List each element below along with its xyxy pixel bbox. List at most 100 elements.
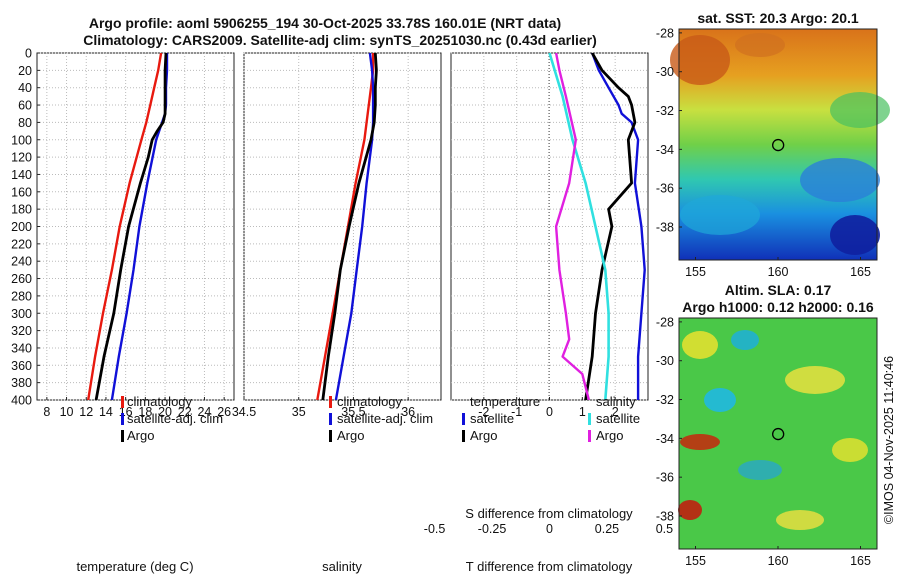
series-line-climatology	[87, 53, 163, 400]
salinity-lines	[316, 53, 378, 400]
temperature-tick-labels: 8 10 12 14 16 18 20 22 24 26	[43, 397, 231, 419]
legend-swatch-argo	[329, 430, 332, 442]
x-tick-label: 22	[178, 405, 192, 419]
legend-swatch-argo	[121, 430, 124, 442]
difference-lines	[548, 53, 646, 400]
x-tick-label: 12	[79, 405, 93, 419]
argo-location-marker	[772, 138, 785, 152]
map-x-tick-label: 165	[850, 554, 871, 568]
s-difference-tick-labels: -0.5 -0.25 0 0.25 0.5	[424, 522, 673, 536]
x-tick-label: 26	[217, 405, 231, 419]
difference-panel: -2 -1 0 1 2 -0.5 -0.25 0 0.25 0.5 T difference f…	[424, 52, 673, 574]
y-tick-label: 280	[11, 289, 32, 303]
legend-label-argo: Argo	[127, 428, 154, 443]
x-tick-label: 24	[197, 405, 211, 419]
x-tick-label: 8	[43, 405, 50, 419]
series-line-s-satellite	[548, 53, 610, 400]
sst-map: sat. SST: 20.3 Argo: 20.1 155 160 165 -28 -3…	[656, 10, 890, 279]
y-tick-label: 200	[11, 220, 32, 234]
map-y-tick-label: -28	[656, 26, 674, 40]
salinity-xlabel: salinity	[322, 559, 362, 574]
s-tick-label: -0.25	[478, 522, 507, 536]
y-tick-label: 0	[25, 47, 32, 61]
sla-features	[678, 330, 868, 530]
map-x-tick-label: 160	[768, 554, 789, 568]
x-tick-label: 10	[60, 405, 74, 419]
map-y-tick-label: -34	[656, 432, 674, 446]
argo-location-marker	[772, 427, 785, 441]
s-tick-label: 0.5	[656, 522, 673, 536]
map-x-tick-label: 160	[768, 265, 789, 279]
salinity-axes	[243, 52, 442, 401]
series-line-satellite-adj-clim	[334, 53, 375, 400]
map-y-tick-label: -32	[656, 104, 674, 118]
legend-swatch-climatology	[329, 396, 332, 408]
imos-footer: ©IMOS 04-Nov-2025 11:40:46	[882, 356, 896, 524]
s-difference-xlabel: S difference from climatology	[465, 506, 633, 521]
difference-legend: temperature satellite Argo salinity sate…	[462, 394, 640, 443]
legend-swatch-t-satellite	[462, 413, 465, 425]
legend-label-t-satellite: satellite	[470, 411, 514, 426]
series-line-t-satellite	[591, 53, 646, 400]
legend-swatch-s-argo	[588, 430, 591, 442]
map-x-tick-label: 155	[685, 554, 706, 568]
x-tick-label: 20	[158, 405, 172, 419]
y-tick-label: 400	[11, 394, 32, 408]
x-tick-label: 34.5	[232, 405, 256, 419]
temperature-lines	[87, 53, 169, 400]
y-tick-label: 180	[11, 203, 32, 217]
y-tick-label: 40	[18, 81, 32, 95]
x-tick-label: 2	[612, 405, 619, 419]
map-x-tick-label: 165	[850, 265, 871, 279]
x-tick-label: 0	[546, 405, 553, 419]
sst-features	[670, 33, 890, 255]
legend-title-temperature: temperature	[470, 394, 540, 409]
legend-label-climatology: climatology	[337, 394, 403, 409]
y-tick-label: 140	[11, 168, 32, 182]
temperature-legend: climatology satellite-adj. clim Argo	[121, 394, 223, 443]
t-difference-tick-labels: -2 -1 0 1 2	[478, 397, 619, 419]
x-tick-label: -1	[511, 405, 522, 419]
temperature-xlabel: temperature (deg C)	[76, 559, 193, 574]
map-x-tick-label: 155	[685, 265, 706, 279]
x-tick-label: 35.5	[341, 405, 365, 419]
map-y-tick-label: -38	[656, 510, 674, 524]
temperature-panel: 0 20 40 60 80 100 120 140 160 180 200 220 240 260 280 3…	[11, 47, 235, 574]
s-tick-label: 0	[546, 522, 553, 536]
x-tick-label: -2	[478, 405, 489, 419]
legend-label-satellite: satellite-adj. clim	[127, 411, 223, 426]
sst-map-tick-labels: 155 160 165 -28 -30 -32 -34 -36 -38	[656, 26, 871, 279]
legend-label-argo: Argo	[337, 428, 364, 443]
legend-swatch-s-satellite	[588, 413, 591, 425]
legend-swatch-t-argo	[462, 430, 465, 442]
x-tick-label: 1	[579, 405, 586, 419]
sla-map-title2: Argo h1000: 0.12 h2000: 0.16	[682, 299, 874, 315]
figure-title-line2: Climatology: CARS2009. Satellite-adj cli…	[83, 32, 597, 48]
legend-title-salinity: salinity	[596, 394, 636, 409]
y-tick-label: 380	[11, 376, 32, 390]
legend-label-climatology: climatology	[127, 394, 193, 409]
x-tick-label: 36	[401, 405, 415, 419]
figure-title-line1: Argo profile: aoml 5906255_194 30-Oct-20…	[89, 15, 561, 31]
legend-label-satellite: satellite-adj. clim	[337, 411, 433, 426]
salinity-tick-labels: 34.5 35 35.5 36	[232, 397, 415, 419]
s-tick-label: -0.5	[424, 522, 446, 536]
series-line-climatology	[316, 53, 375, 400]
y-tick-label: 220	[11, 237, 32, 251]
t-difference-xlabel: T difference from climatology	[466, 559, 633, 574]
series-line-t-argo	[584, 53, 637, 400]
map-y-tick-label: -36	[656, 182, 674, 196]
y-tick-label: 120	[11, 151, 32, 165]
legend-label-s-satellite: satellite	[596, 411, 640, 426]
sst-map-title: sat. SST: 20.3 Argo: 20.1	[697, 10, 859, 26]
y-tick-label: 20	[18, 64, 32, 78]
legend-swatch-satellite	[121, 413, 124, 425]
sla-map-title1: Altim. SLA: 0.17	[725, 282, 832, 298]
y-tick-label: 360	[11, 359, 32, 373]
map-y-tick-label: -30	[656, 65, 674, 79]
x-tick-label: 14	[99, 405, 113, 419]
map-y-tick-label: -34	[656, 143, 674, 157]
salinity-grid	[243, 52, 441, 401]
legend-label-t-argo: Argo	[470, 428, 497, 443]
